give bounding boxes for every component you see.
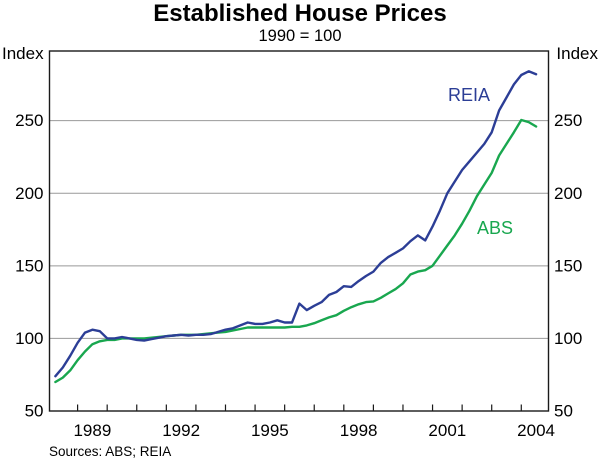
x-year-label-1995: 1995 — [251, 421, 289, 440]
x-year-label-1992: 1992 — [162, 421, 200, 440]
y-tick-label-right-100: 100 — [554, 329, 582, 348]
x-year-label-1998: 1998 — [340, 421, 378, 440]
y-tick-label-left-100: 100 — [15, 329, 43, 348]
series-label-abs: ABS — [477, 218, 513, 238]
series-line-reia — [54, 70, 538, 378]
x-year-label-1989: 1989 — [73, 421, 111, 440]
y-axis-unit-right: Index — [556, 44, 598, 63]
x-year-label-2004: 2004 — [517, 421, 555, 440]
y-tick-label-left-50: 50 — [25, 402, 44, 421]
sources-note: Sources: ABS; REIA — [49, 444, 172, 459]
chart-title: Established House Prices — [153, 0, 447, 27]
y-tick-label-right-250: 250 — [554, 111, 582, 130]
y-tick-label-right-150: 150 — [554, 256, 582, 275]
y-tick-label-left-250: 250 — [15, 111, 43, 130]
chart-subtitle: 1990 = 100 — [258, 27, 342, 45]
y-tick-label-left-150: 150 — [15, 256, 43, 275]
y-tick-label-right-50: 50 — [554, 402, 573, 421]
y-tick-label-right-200: 200 — [554, 184, 582, 203]
series-line-abs — [54, 118, 538, 384]
plot-frame — [48, 50, 550, 412]
y-axis-unit-left: Index — [2, 44, 44, 63]
series-label-reia: REIA — [448, 85, 490, 105]
x-year-label-2001: 2001 — [428, 421, 466, 440]
y-tick-label-left-200: 200 — [15, 184, 43, 203]
